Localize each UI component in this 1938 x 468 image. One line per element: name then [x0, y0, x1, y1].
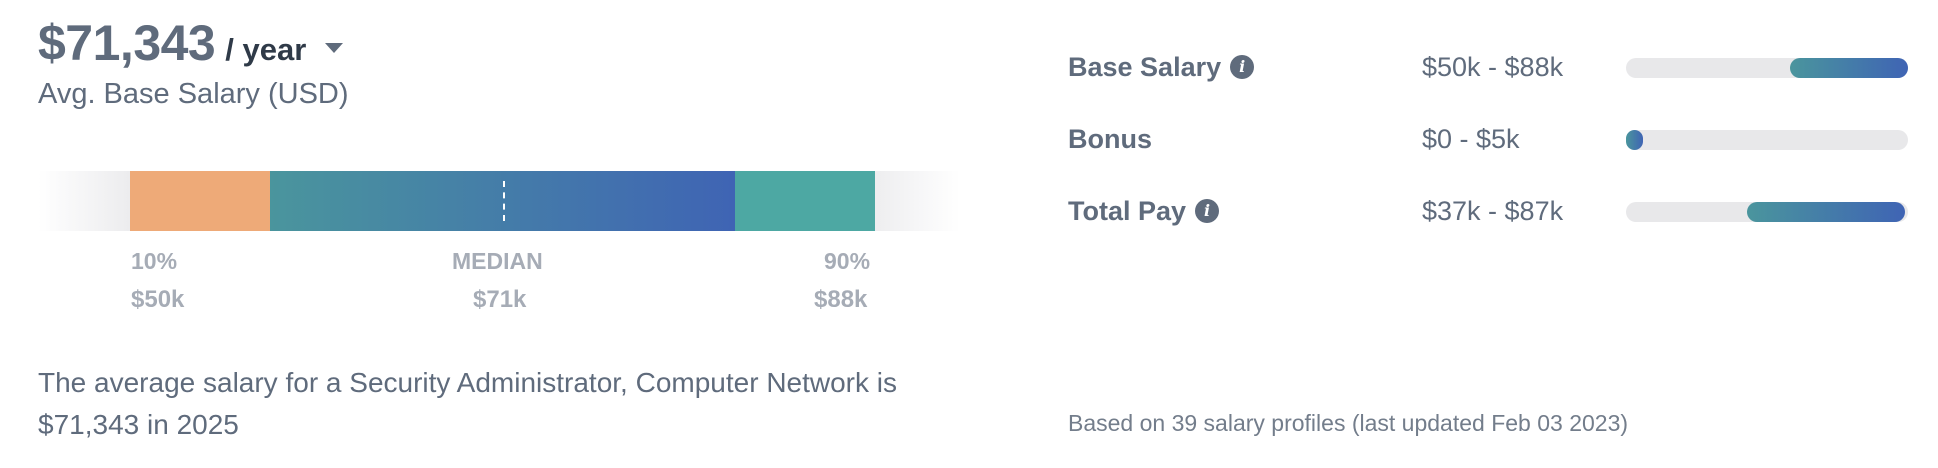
pay-range-track — [1626, 58, 1908, 78]
pay-range-fill — [1789, 58, 1908, 78]
pay-period-label[interactable]: / year — [225, 32, 307, 67]
pay-range-track — [1626, 202, 1908, 222]
pay-row-label: Total Pay — [1068, 195, 1187, 226]
caret-down-icon[interactable] — [324, 41, 344, 59]
median-marker — [503, 181, 505, 221]
info-icon[interactable]: i — [1195, 199, 1220, 223]
percentile-10-label: 10% — [131, 248, 178, 274]
percentile-90-label: 90% — [824, 248, 871, 274]
median-label: MEDIAN — [452, 248, 543, 274]
salary-subtitle: Avg. Base Salary (USD) — [38, 78, 349, 110]
pay-row-bonus: Bonus $0 - $5k — [1068, 117, 1908, 161]
pay-row-range: $0 - $5k — [1422, 123, 1520, 154]
pay-range-fill — [1747, 202, 1906, 222]
pay-row-total-pay: Total Pay i $37k - $87k — [1068, 189, 1908, 233]
percentile-10-value: $50k — [131, 286, 185, 313]
salary-amount: $71,343 — [38, 15, 216, 71]
salary-range-bar — [38, 171, 960, 231]
pay-row-range: $37k - $87k — [1422, 195, 1564, 226]
pay-row-label: Bonus — [1068, 123, 1152, 154]
info-icon[interactable]: i — [1230, 55, 1255, 79]
pay-row-label: Base Salary — [1068, 51, 1222, 82]
salary-headline: $71,343 / year — [38, 14, 344, 72]
range-segment-low — [130, 171, 270, 231]
salary-description: The average salary for a Security Admini… — [38, 367, 898, 440]
range-segment-high — [735, 171, 875, 231]
salary-footnote: Based on 39 salary profiles (last update… — [1068, 410, 1629, 436]
pay-row-range: $50k - $88k — [1422, 51, 1564, 82]
percentile-90-value: $88k — [814, 286, 868, 313]
range-segment-middle — [270, 171, 735, 231]
median-value: $71k — [473, 286, 527, 313]
pay-range-fill — [1626, 130, 1643, 150]
pay-range-track — [1626, 130, 1908, 150]
pay-row-base-salary: Base Salary i $50k - $88k — [1068, 45, 1908, 89]
